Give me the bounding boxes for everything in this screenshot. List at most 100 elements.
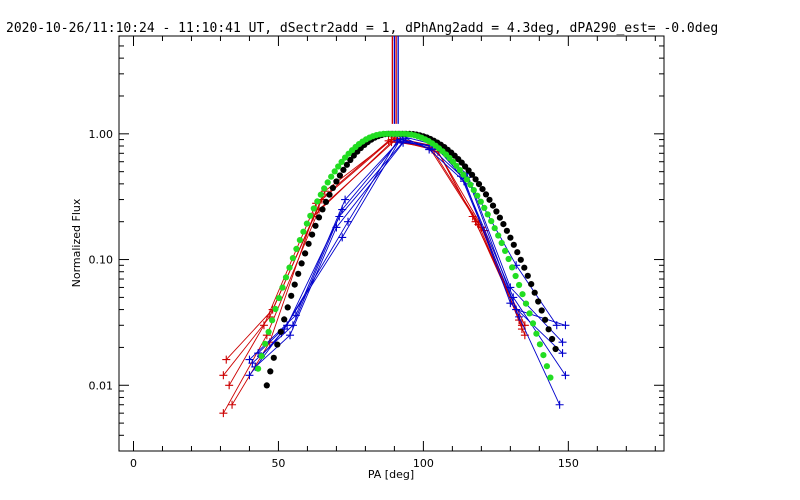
- data-point-dot: [343, 161, 350, 168]
- data-point-dot: [456, 167, 463, 174]
- data-point-dot: [305, 240, 312, 247]
- data-point-dot: [517, 256, 524, 263]
- series-line: [260, 139, 566, 357]
- data-point-dot: [503, 227, 510, 234]
- data-point-plus: [338, 233, 347, 242]
- data-point-dot: [491, 225, 498, 232]
- data-point-dot: [282, 274, 290, 281]
- data-point-plus: [245, 371, 254, 380]
- data-point-dot: [482, 191, 490, 198]
- y-tick-label: 0.01: [89, 379, 114, 392]
- data-point-dot: [289, 255, 296, 262]
- data-point-plus: [341, 195, 350, 204]
- series-model-green: [255, 130, 554, 381]
- data-point-dot: [315, 214, 323, 221]
- data-point-dot: [474, 192, 481, 199]
- data-point-dot: [338, 158, 345, 165]
- data-point-dot: [498, 239, 505, 247]
- data-point-dot: [263, 382, 270, 389]
- data-point-dot: [545, 326, 552, 333]
- data-point-plus: [515, 312, 524, 321]
- x-tick-label: 100: [413, 457, 434, 470]
- data-point-plus: [228, 400, 237, 409]
- data-point-plus: [225, 381, 234, 390]
- data-point-dot: [486, 196, 493, 203]
- data-point-dot: [543, 363, 551, 370]
- data-point-plus: [561, 321, 570, 330]
- data-point-dot: [465, 167, 472, 174]
- data-point-dot: [309, 231, 316, 238]
- data-point-dot: [279, 284, 286, 291]
- data-point-dot: [307, 212, 314, 219]
- data-point-dot: [326, 191, 333, 198]
- data-point-dot: [336, 172, 343, 179]
- data-point-dot: [284, 304, 291, 311]
- data-point-dot: [481, 204, 488, 211]
- data-point-dot: [298, 260, 305, 267]
- data-point-dot: [508, 264, 516, 271]
- data-point-dot: [500, 221, 507, 228]
- data-point-dot: [542, 316, 549, 323]
- data-point-plus: [396, 135, 405, 144]
- x-tick-label: 50: [271, 457, 285, 470]
- data-point-dot: [277, 328, 284, 335]
- data-point-dot: [281, 316, 288, 323]
- data-point-plus: [387, 138, 396, 147]
- data-point-dot: [350, 152, 357, 159]
- data-point-dot: [469, 171, 476, 178]
- data-point-dot: [505, 255, 512, 263]
- data-point-plus: [558, 338, 567, 347]
- data-point-plus: [555, 400, 564, 409]
- data-point-plus: [561, 371, 570, 380]
- data-point-dot: [262, 340, 269, 347]
- data-point-dot: [547, 374, 554, 381]
- data-point-plus: [468, 212, 477, 221]
- data-point-dot: [526, 310, 533, 317]
- data-point-dot: [300, 228, 307, 235]
- data-point-dot: [267, 368, 274, 375]
- data-point-plus: [506, 299, 515, 308]
- data-point-dot: [489, 202, 497, 209]
- data-point-dot: [460, 171, 467, 178]
- data-point-dot: [317, 191, 324, 198]
- data-point-dot: [479, 186, 486, 193]
- data-point-dot: [453, 162, 460, 169]
- vertical-markers: [391, 36, 399, 124]
- data-point-dot: [533, 330, 540, 337]
- data-point-dot: [303, 220, 310, 227]
- data-point-dot: [319, 206, 326, 213]
- data-point-dot: [484, 211, 491, 218]
- data-point-dot: [275, 295, 283, 302]
- series-red-3: [225, 136, 524, 390]
- data-point-dot: [329, 184, 336, 191]
- data-point-dot: [470, 187, 477, 194]
- data-point-dot: [255, 365, 262, 372]
- data-point-dot: [495, 232, 502, 239]
- data-point-dot: [529, 320, 537, 327]
- data-point-dot: [507, 234, 514, 241]
- data-point-dot: [475, 181, 483, 188]
- data-point-dot: [467, 181, 474, 188]
- data-point-dot: [269, 317, 276, 324]
- data-point-dot: [549, 335, 556, 343]
- data-point-dot: [488, 218, 495, 225]
- axis-ticks: 0 50 100 150 0.01 0.10 1.00: [89, 35, 664, 470]
- data-point-dot: [535, 298, 542, 305]
- data-point-plus: [332, 223, 341, 232]
- data-point-plus: [558, 349, 567, 358]
- data-point-dot: [324, 179, 331, 186]
- plot-frame: [118, 35, 665, 452]
- data-point-dot: [538, 307, 545, 314]
- data-point-dot: [270, 354, 277, 361]
- data-point-dot: [258, 353, 265, 360]
- data-point-dot: [496, 214, 503, 221]
- x-tick-label: 0: [130, 457, 137, 470]
- data-point-dot: [288, 292, 295, 299]
- data-point-plus: [512, 305, 521, 314]
- y-tick-label: 1.00: [89, 128, 114, 141]
- data-point-dot: [291, 281, 298, 288]
- data-point-dot: [540, 352, 547, 359]
- data-point-dot: [293, 245, 300, 252]
